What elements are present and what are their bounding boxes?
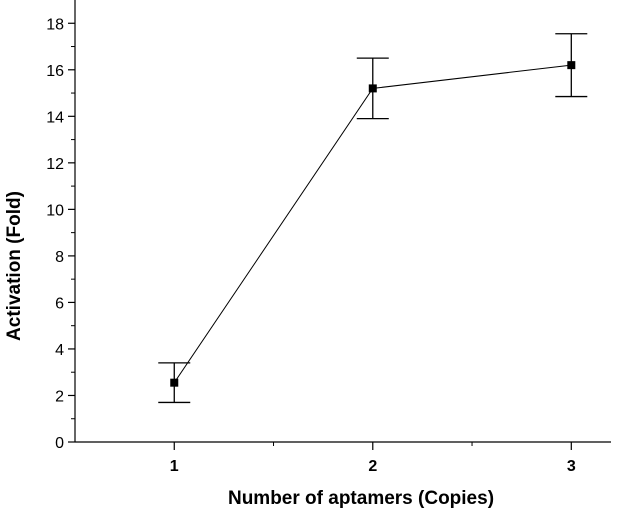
x-tick-label: 3	[567, 458, 576, 475]
y-tick-label: 12	[46, 156, 64, 173]
data-point	[567, 61, 576, 70]
x-axis-ticks: 1 2 3	[170, 442, 576, 475]
y-tick-label: 16	[46, 63, 64, 80]
y-axis-ticks: 0 2 4 6 8 10 12 14 16 18	[46, 16, 75, 452]
x-axis-title: Number of aptamers (Copies)	[228, 488, 494, 509]
x-tick-label: 1	[170, 458, 179, 475]
data-point	[170, 378, 179, 387]
y-tick-label: 0	[55, 435, 64, 452]
y-tick-label: 4	[55, 342, 64, 359]
y-tick-label: 18	[46, 16, 64, 33]
y-tick-label: 8	[55, 249, 64, 266]
y-axis-title: Activation (Fold)	[4, 191, 25, 341]
x-tick-label: 2	[368, 458, 377, 475]
data-point	[368, 84, 377, 93]
y-tick-label: 6	[55, 295, 64, 312]
y-tick-label: 14	[46, 109, 64, 126]
data-points	[170, 61, 576, 387]
y-tick-label: 2	[55, 388, 64, 405]
y-tick-label: 10	[46, 202, 64, 219]
